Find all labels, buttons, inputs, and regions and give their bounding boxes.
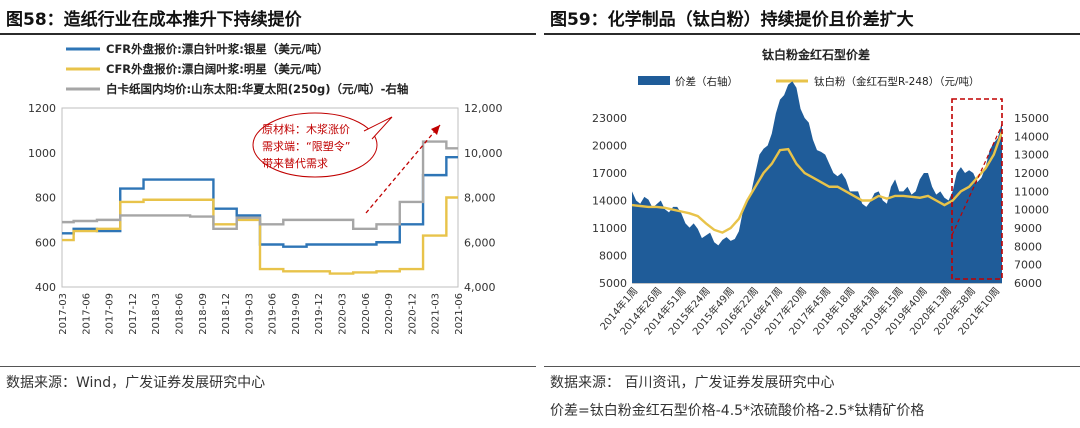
highlight-box xyxy=(951,98,1003,280)
source-rule xyxy=(0,366,536,367)
source-rule xyxy=(544,366,1080,367)
x-axis-tick: 2018-06 xyxy=(174,293,185,335)
inner-chart-title: 钛白粉金红石型价差 xyxy=(762,47,870,62)
x-axis-tick: 2020-06 xyxy=(361,293,372,335)
x-axis-tick: 2017-03 xyxy=(58,293,69,335)
annotation-text: 需求端：“限塑令” xyxy=(262,139,350,153)
title-rule xyxy=(0,33,536,35)
panel-right: 图59：化学制品（钛白粉）持续提价且价差扩大 钛白粉金红石型价差 价差（右轴） 钛白… xyxy=(544,0,1080,428)
source-text: 数据来源：Wind，广发证券发展研究中心 xyxy=(6,375,266,391)
legend-label: CFR外盘报价:漂白针叶浆:银星（美元/吨） xyxy=(106,42,329,56)
legend-label: 价差（右轴） xyxy=(675,75,738,88)
right-axis-tick: 14000 xyxy=(1014,130,1049,143)
x-axis-tick: 2017-12 xyxy=(128,293,139,335)
left-axis-tick: 5000 xyxy=(599,277,627,290)
x-axis-tick: 2019-06 xyxy=(268,293,279,335)
left-axis-tick: 14000 xyxy=(592,195,627,208)
spread-formula-note: 价差=钛白粉金红石型价格-4.5*浓硫酸价格-2.5*钛精矿价格 xyxy=(550,403,925,419)
annotation-bubble xyxy=(252,112,378,178)
left-axis-tick: 1200 xyxy=(28,102,56,115)
price-line xyxy=(631,131,1004,234)
trend-arrow-line xyxy=(365,124,441,214)
x-axis-tick: 2018-03 xyxy=(151,293,162,335)
trend-arrow-line xyxy=(951,124,1003,236)
right-axis-tick: 9000 xyxy=(1014,222,1042,235)
left-axis-tick: 1000 xyxy=(28,147,56,160)
spread-area xyxy=(632,81,1002,283)
left-axis-tick: 23000 xyxy=(592,112,627,125)
annotation-tail xyxy=(363,116,393,140)
x-axis-tick: 2019-03 xyxy=(244,293,255,335)
series-line-2 xyxy=(62,140,458,231)
right-axis-tick: 8000 xyxy=(1014,240,1042,253)
right-axis-tick: 6,000 xyxy=(464,236,496,249)
left-axis-tick: 20000 xyxy=(592,140,627,153)
right-axis-tick: 7000 xyxy=(1014,259,1042,272)
right-axis-tick: 10000 xyxy=(1014,204,1049,217)
x-axis-tick: 2018-09 xyxy=(198,293,209,335)
left-axis-tick: 400 xyxy=(35,281,56,294)
left-axis-tick: 800 xyxy=(35,192,56,205)
title-rule xyxy=(544,33,1080,35)
left-axis-tick: 17000 xyxy=(592,167,627,180)
right-axis-tick: 8,000 xyxy=(464,192,496,205)
x-axis-tick: 2021-03 xyxy=(431,293,442,335)
x-axis-tick: 2021-06 xyxy=(454,293,465,335)
chart-title-left: 图58：造纸行业在成本推升下持续提价 xyxy=(6,10,302,30)
panel-left: 图58：造纸行业在成本推升下持续提价 400 600 800 1000 1200 4,00… xyxy=(0,0,536,428)
x-axis-tick: 2020-09 xyxy=(384,293,395,335)
chart-title-right: 图59：化学制品（钛白粉）持续提价且价差扩大 xyxy=(550,10,914,30)
left-axis-tick: 11000 xyxy=(592,222,627,235)
source-text: 数据来源： 百川资讯，广发证券发展研究中心 xyxy=(550,375,835,391)
left-axis-tick: 600 xyxy=(35,236,56,249)
x-axis-tick: 2020-12 xyxy=(407,293,418,335)
x-axis-tick: 2017-09 xyxy=(105,293,116,335)
legend-swatch-area xyxy=(638,76,670,85)
right-axis-tick: 11000 xyxy=(1014,185,1049,198)
annotation-text: 带来替代需求 xyxy=(262,156,328,170)
annotation-text: 原材料：木浆涨价 xyxy=(262,122,350,136)
paper-price-chart: 400 600 800 1000 1200 4,000 6,000 8,000 10,000 12… xyxy=(28,42,503,335)
right-axis-tick: 6000 xyxy=(1014,277,1042,290)
legend-label: CFR外盘报价:漂白阔叶浆:明星（美元/吨） xyxy=(106,62,329,76)
right-axis-tick: 4,000 xyxy=(464,281,496,294)
right-axis-tick: 12,000 xyxy=(464,102,503,115)
legend-label: 白卡纸国内均价:山东太阳:华夏太阳(250g)（元/吨）-右轴 xyxy=(106,82,408,96)
x-axis-tick: 2018-12 xyxy=(221,293,232,335)
x-axis-tick: 2019-12 xyxy=(314,293,325,335)
legend-label: 钛白粉（金红石型R-248）（元/吨） xyxy=(814,75,980,88)
series-line-1 xyxy=(62,196,458,275)
right-axis-tick: 10,000 xyxy=(464,147,503,160)
right-axis-tick: 12000 xyxy=(1014,167,1049,180)
trend-arrow-head xyxy=(431,125,440,135)
x-axis-tick: 2017-06 xyxy=(81,293,92,335)
right-axis-tick: 15000 xyxy=(1014,112,1049,125)
x-axis-tick: 2019-09 xyxy=(291,293,302,335)
x-axis-tick: 2020-03 xyxy=(338,293,349,335)
left-axis-tick: 8000 xyxy=(599,250,627,263)
right-axis-tick: 13000 xyxy=(1014,149,1049,162)
